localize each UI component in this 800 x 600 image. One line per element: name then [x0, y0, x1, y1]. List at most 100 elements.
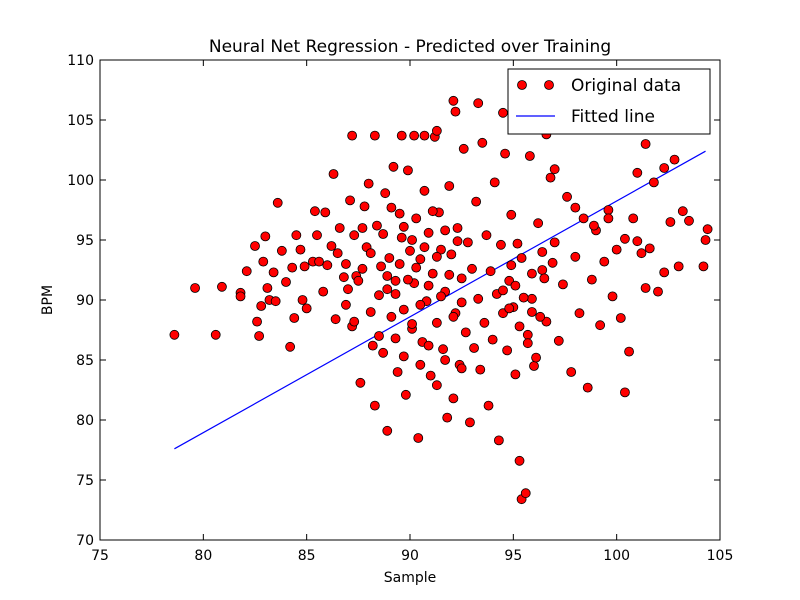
data-point: [537, 265, 548, 275]
data-point: [431, 251, 442, 262]
data-point: [403, 165, 413, 176]
data-point: [522, 338, 533, 349]
data-point: [500, 148, 510, 159]
data-point: [574, 308, 585, 319]
data-point: [607, 291, 618, 302]
data-point: [448, 393, 459, 404]
data-point: [217, 281, 227, 292]
data-point: [436, 244, 446, 255]
data-point: [632, 167, 643, 178]
data-point: [289, 313, 300, 323]
data-point: [398, 221, 409, 232]
data-point: [545, 172, 556, 183]
data-point: [297, 295, 308, 305]
data-point: [425, 370, 436, 381]
data-point: [386, 202, 397, 213]
data-point: [462, 237, 473, 248]
data-point: [620, 233, 630, 244]
data-point: [365, 307, 376, 317]
data-point: [549, 237, 560, 248]
data-point: [514, 455, 525, 466]
data-point: [413, 433, 424, 443]
data-point: [334, 223, 345, 233]
plot-area: [100, 60, 720, 540]
data-point: [322, 260, 333, 271]
data-point: [640, 283, 651, 293]
data-point: [539, 273, 550, 284]
data-point: [493, 435, 504, 446]
data-point: [582, 382, 593, 393]
data-point: [357, 223, 368, 233]
data-point: [502, 345, 513, 356]
data-point: [456, 297, 467, 308]
data-point: [260, 231, 271, 242]
data-point: [330, 314, 341, 325]
data-point: [615, 313, 626, 323]
data-point: [357, 263, 368, 274]
data-point: [382, 284, 393, 295]
chart-title: Neural Net Regression - Predicted over T…: [209, 37, 611, 57]
data-point: [467, 263, 477, 274]
data-point: [398, 304, 409, 315]
data-point: [347, 130, 358, 141]
data-point: [338, 272, 349, 283]
data-point: [475, 364, 486, 375]
data-point: [562, 191, 572, 202]
x-tick-label: 90: [401, 548, 419, 564]
data-point: [603, 205, 614, 215]
data-point: [483, 400, 494, 411]
data-point: [374, 331, 384, 341]
data-point: [684, 215, 694, 226]
data-point: [382, 425, 393, 436]
data-point: [485, 266, 496, 277]
data-point: [369, 400, 380, 411]
data-point: [665, 217, 676, 227]
data-point: [527, 293, 537, 304]
data-point: [343, 284, 353, 295]
data-point: [374, 290, 384, 301]
data-point: [407, 235, 417, 245]
data-point: [359, 201, 370, 212]
data-point: [268, 267, 279, 278]
data-point: [595, 320, 606, 331]
legend-box: [507, 68, 711, 135]
data-point: [603, 213, 614, 224]
data-point: [396, 232, 407, 243]
legend-label-fitted: Fitted line: [571, 107, 655, 127]
data-point: [533, 218, 544, 229]
data-point: [659, 163, 670, 173]
data-point: [367, 340, 378, 351]
data-point: [341, 299, 351, 310]
y-tick-label: 70: [76, 533, 94, 549]
data-point: [599, 256, 610, 267]
data-point: [301, 303, 312, 314]
data-point: [349, 316, 360, 327]
data-point: [498, 107, 508, 118]
data-point: [578, 213, 589, 224]
data-point: [640, 139, 651, 149]
data-point: [423, 280, 434, 291]
data-point: [190, 283, 200, 293]
data-point: [427, 206, 438, 217]
data-point: [547, 257, 558, 268]
data-point: [527, 307, 537, 317]
data-point: [624, 346, 634, 357]
data-point: [423, 227, 434, 238]
data-point: [448, 95, 459, 106]
data-point: [394, 208, 405, 219]
data-point: [535, 311, 546, 322]
data-point: [620, 387, 630, 398]
data-point: [448, 311, 459, 322]
data-point: [415, 299, 426, 310]
data-point: [524, 151, 535, 161]
data-point: [496, 239, 506, 250]
data-point: [295, 244, 306, 255]
data-point: [510, 280, 521, 291]
data-point: [415, 359, 426, 370]
data-point: [452, 223, 463, 233]
data-point: [702, 224, 713, 235]
data-point: [489, 177, 500, 188]
data-point: [431, 380, 442, 391]
data-point: [392, 367, 403, 377]
